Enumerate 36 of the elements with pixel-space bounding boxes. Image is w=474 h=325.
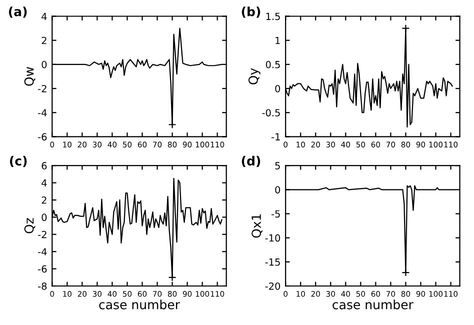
y-axis-title: Qw: [24, 66, 36, 86]
y-tick-label: 0: [42, 60, 47, 68]
y-axis-title: Qz: [24, 218, 36, 234]
y-axis-title: Qy: [248, 68, 260, 84]
chart-title: (d): [242, 156, 260, 168]
y-tick-label: -10: [265, 234, 280, 242]
y-tick-label: -1: [271, 133, 280, 140]
y-tick-label: -20: [265, 282, 280, 290]
chart-title: (c): [10, 156, 27, 168]
y-tick-label: 1.5: [266, 12, 280, 20]
y-tick-label: 2: [42, 196, 46, 204]
y-tick-label: -8: [38, 282, 47, 290]
y-tick-label: 0: [275, 186, 280, 194]
y-tick-label: 4: [42, 179, 47, 186]
y-tick-label: 5: [275, 162, 280, 170]
y-tick-label: -2: [38, 230, 46, 238]
y-tick-label: 6: [42, 162, 47, 170]
y-tick-label: 0.5: [266, 60, 280, 68]
y-tick-label: -6: [38, 265, 47, 273]
y-tick-label: -4: [38, 109, 47, 116]
y-tick-label: -4: [38, 248, 47, 256]
y-tick-label: 1: [276, 36, 280, 44]
chart-title: (b): [242, 6, 260, 18]
y-tick-label: -0.5: [262, 109, 280, 116]
x-axis-title: case number: [99, 300, 180, 310]
y-tick-label: 2: [42, 36, 46, 44]
chart-title: (a): [8, 6, 27, 18]
y-tick-label: -5: [271, 210, 280, 218]
y-tick-label: -15: [265, 258, 280, 266]
y-tick-label: 0: [275, 84, 280, 92]
y-tick-label: -2: [38, 84, 46, 92]
y-axis-title: Qx1: [252, 214, 262, 238]
x-axis-title: case number: [332, 300, 414, 310]
y-tick-label: -6: [38, 133, 47, 141]
y-tick-label: 4: [42, 12, 47, 20]
y-tick-label: 0: [42, 214, 47, 222]
